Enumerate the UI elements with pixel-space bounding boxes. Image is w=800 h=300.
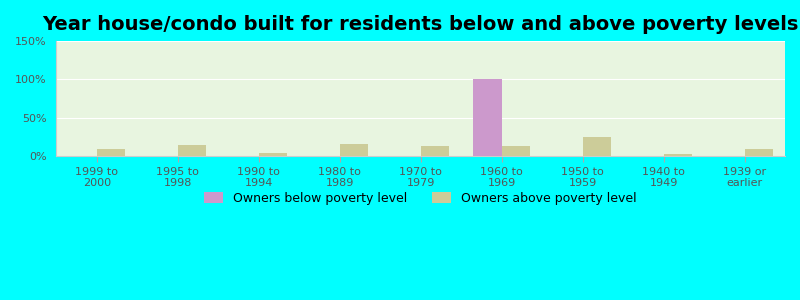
Bar [178, 145, 206, 156]
Title: Year house/condo built for residents below and above poverty levels: Year house/condo built for residents bel… [42, 15, 799, 34]
Bar [582, 137, 611, 156]
Bar [502, 146, 530, 156]
Bar [97, 149, 125, 156]
Bar [421, 146, 449, 156]
Bar [745, 149, 773, 156]
Bar [340, 144, 368, 156]
Bar [474, 80, 502, 156]
Legend: Owners below poverty level, Owners above poverty level: Owners below poverty level, Owners above… [199, 187, 642, 210]
Bar [663, 154, 692, 156]
Bar [258, 153, 287, 156]
